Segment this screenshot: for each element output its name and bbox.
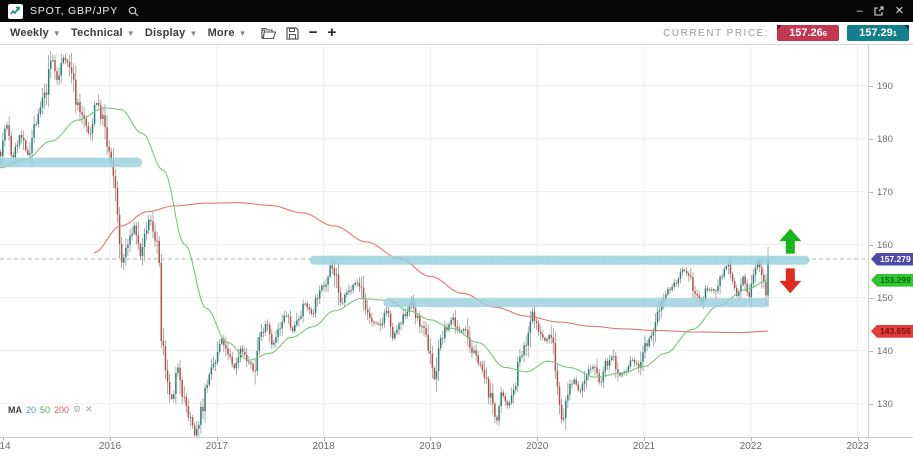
display-dropdown[interactable]: Display ▼	[145, 27, 198, 39]
ma-period-20: 20	[26, 404, 37, 415]
y-axis-label: 160	[877, 239, 893, 251]
ask-price-value: 157.29	[859, 27, 893, 39]
sr-zone[interactable]	[383, 298, 769, 308]
x-axis-label: 2018	[312, 441, 335, 452]
more-dropdown-label: More	[207, 27, 235, 39]
ma-slow-price-tag: 143.656	[871, 324, 913, 338]
display-dropdown-label: Display	[144, 27, 186, 39]
gridlines	[0, 44, 866, 438]
last-price-tag: 157.279	[871, 252, 913, 266]
sr-zones[interactable]	[0, 157, 810, 308]
x-axis-label: 2022	[739, 441, 762, 452]
direction-arrows[interactable]	[779, 228, 802, 294]
ma-period-200: 200	[54, 404, 70, 415]
y-axis-label: 150	[877, 292, 893, 304]
x-axis-label: 2021	[632, 441, 656, 452]
timeframe-dropdown-label: Weekly	[10, 27, 49, 39]
x-axis-label: 2016	[98, 441, 122, 452]
down-arrow[interactable]	[779, 268, 802, 294]
ma-fast-price-tag: 153.299	[871, 273, 913, 287]
x-axis-label: 2017	[205, 441, 228, 452]
x-axis-tick	[110, 437, 111, 441]
y-axis-tick	[869, 403, 873, 405]
y-axis-tick	[869, 138, 873, 140]
window-title: SPOT, GBP/JPY	[30, 5, 119, 17]
chevron-down-icon: ▼	[126, 28, 135, 38]
up-arrow[interactable]	[779, 228, 802, 254]
app-logo-icon	[8, 3, 23, 19]
x-axis-border	[0, 437, 913, 438]
popout-icon[interactable]	[874, 6, 884, 16]
x-axis-label: 2020	[526, 441, 549, 452]
y-axis-tick	[869, 297, 873, 299]
bid-price-badge: 157.266	[777, 25, 839, 41]
technical-dropdown-label: Technical	[71, 27, 123, 39]
chevron-down-icon: ▼	[238, 28, 247, 38]
y-axis-label: 130	[877, 398, 893, 410]
ask-price-pip: 1	[892, 29, 897, 38]
sr-zone[interactable]	[309, 255, 810, 265]
ma-settings-gear-icon[interactable]: ⚙	[73, 404, 82, 414]
x-axis-tick	[3, 437, 5, 441]
technical-dropdown[interactable]: Technical ▼	[71, 27, 135, 39]
x-axis-tick	[857, 437, 859, 441]
timeframe-dropdown[interactable]: Weekly ▼	[10, 27, 61, 39]
ma-legend-label: MA	[8, 404, 22, 415]
x-axis-label: 14	[0, 441, 11, 452]
titlebar: SPOT, GBP/JPY – ✕	[0, 0, 913, 22]
ma-50-line	[0, 107, 769, 378]
y-axis-label: 180	[877, 133, 893, 145]
bid-price-pip: 6	[822, 29, 827, 38]
open-folder-icon[interactable]	[261, 27, 276, 39]
y-axis-tick	[869, 85, 873, 87]
ask-price-badge: 157.291	[847, 25, 909, 41]
x-axis-tick	[430, 437, 432, 441]
y-axis-label: 190	[877, 80, 893, 92]
search-icon[interactable]	[128, 6, 139, 17]
x-axis-tick	[644, 437, 645, 441]
save-icon[interactable]	[286, 26, 299, 40]
sr-zone[interactable]	[0, 157, 143, 168]
y-axis-tick	[869, 244, 873, 246]
x-axis-tick	[537, 437, 539, 441]
x-axis-tick	[750, 437, 752, 441]
toolbar: Weekly ▼ Technical ▼ Display ▼ More ▼ − …	[0, 22, 913, 45]
y-axis-tick	[869, 350, 873, 352]
minimize-button[interactable]: –	[856, 4, 863, 17]
x-axis-label: 2023	[846, 441, 869, 452]
close-button[interactable]: ✕	[894, 4, 904, 17]
ma-200-line	[93, 202, 768, 334]
x-axis-tick	[216, 437, 218, 441]
ma-remove-icon[interactable]: ✕	[85, 404, 93, 414]
current-price-label: CURRENT PRICE:	[663, 27, 769, 39]
y-axis-tick	[869, 191, 873, 193]
y-axis-label: 140	[877, 345, 893, 357]
x-axis-label: 2019	[419, 441, 442, 452]
price-chart-canvas[interactable]	[0, 44, 868, 438]
chevron-down-icon: ▼	[52, 28, 62, 38]
ma-period-50: 50	[40, 404, 51, 415]
bid-price-value: 157.26	[789, 27, 823, 39]
zoom-in-button[interactable]: +	[327, 24, 337, 41]
ma-legend: MA 20 50 200 ⚙ ✕	[8, 404, 93, 415]
x-axis-tick	[323, 437, 325, 441]
zoom-out-button[interactable]: −	[308, 24, 318, 41]
y-axis-label: 170	[877, 186, 893, 198]
y-axis-border	[868, 44, 869, 438]
chevron-down-icon: ▼	[189, 28, 198, 38]
more-dropdown[interactable]: More ▼	[208, 27, 247, 39]
